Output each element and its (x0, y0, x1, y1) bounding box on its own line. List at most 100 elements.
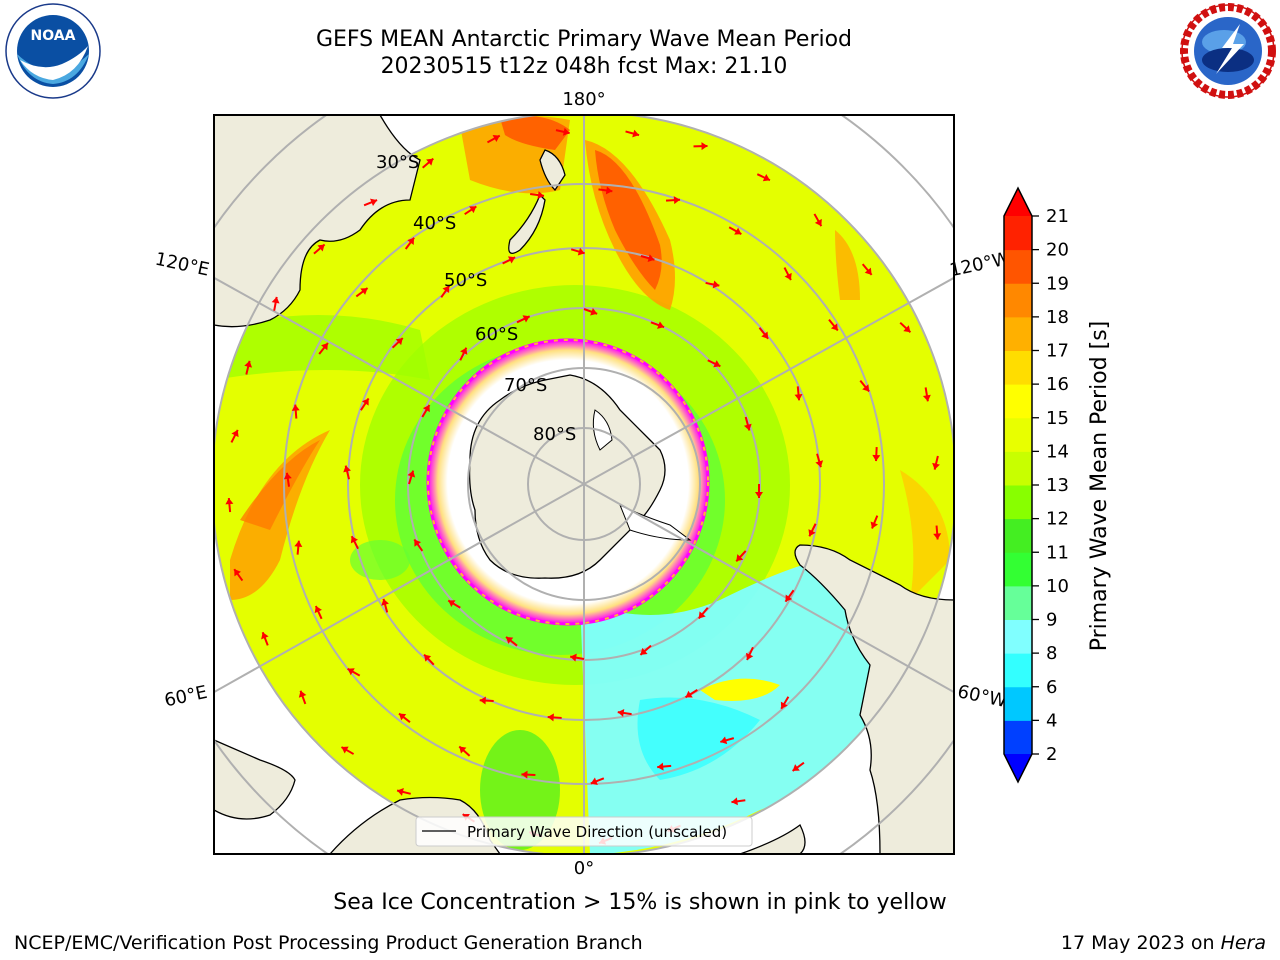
wave-arrow-head (736, 554, 744, 562)
wave-arrow-head (590, 777, 598, 785)
map-frame (213, 114, 955, 855)
colorbar-segment (1004, 316, 1032, 351)
footer-date: 17 May 2023 on Hera (1061, 932, 1266, 954)
chart-title: GEFS MEAN Antarctic Primary Wave Mean Pe… (315, 27, 853, 52)
noaa-logo-text: NOAA (31, 28, 76, 44)
colorbar-segment (1004, 417, 1032, 452)
wave-arrow-head (745, 652, 754, 661)
wave-arrow-head (761, 331, 769, 339)
wave-arrow-head (814, 218, 822, 227)
colorbar-extend-high (1004, 188, 1032, 216)
wave-arrow-head (492, 135, 500, 143)
wave-arrow-head (762, 174, 770, 182)
colorbar-segment (1004, 384, 1032, 419)
wave-arrow-head (314, 606, 322, 614)
colorbar-tick-label: 12 (1046, 509, 1069, 530)
lat-label-70s: 70°S (504, 375, 547, 396)
footer-host: Hera (1220, 932, 1266, 954)
wave-arrow-head (459, 746, 467, 754)
wave-arrow-head (361, 398, 369, 406)
wave-arrow-head (870, 521, 878, 529)
wave-arrow-head (234, 569, 241, 577)
wave-arrow-head (792, 764, 800, 771)
chart-subtitle: 20230515 t12z 048h fcst Max: 21.10 (380, 54, 788, 79)
wave-arrow-head (294, 540, 303, 548)
wave-arrow-head (647, 254, 655, 263)
wave-arrow-head (785, 594, 793, 602)
wave-arrow-head (933, 533, 942, 540)
lat-label-60s: 60°S (475, 324, 518, 345)
wave-arrow-head (815, 460, 824, 468)
colorbar-segment (1004, 619, 1032, 654)
wave-arrow-head (347, 668, 355, 676)
colorbar-segment (1004, 451, 1032, 486)
wave-arrow-head (872, 454, 881, 462)
wave-arrow-head (271, 296, 280, 304)
lat-label-40s: 40°S (413, 213, 456, 234)
colorbar-tick-label: 13 (1046, 475, 1069, 496)
wave-arrow-head (864, 267, 872, 275)
wave-arrow-head (397, 788, 404, 796)
wave-arrow-head (414, 539, 422, 547)
wave-arrow-head (547, 713, 554, 722)
colorbar-segment (1004, 350, 1032, 385)
colorbar-tick-label: 20 (1046, 240, 1069, 261)
colorbar-tick-label: 15 (1046, 408, 1069, 429)
colorbar-tick-label: 8 (1046, 643, 1057, 664)
wave-arrow-head (507, 256, 516, 264)
wave-arrow-head (448, 600, 456, 608)
colorbar-tick-label: 4 (1046, 710, 1057, 731)
colorbar-tick-label: 18 (1046, 307, 1069, 328)
wave-arrow-head (370, 198, 378, 207)
colorbar-tick-label: 6 (1046, 677, 1057, 698)
wave-arrow-head (298, 690, 307, 698)
lon-label-180: 180° (562, 89, 605, 110)
lon-label-120w: 120°W (948, 248, 1012, 281)
lon-label-60e: 60°E (163, 682, 210, 712)
noaa-logo-icon: NOAA (5, 3, 101, 99)
wave-arrow-head (657, 762, 664, 771)
wave-arrow-head (685, 690, 693, 698)
wave-arrow-head (562, 127, 570, 136)
wave-arrow-head (261, 632, 269, 640)
wave-arrow-head (537, 191, 545, 200)
colorbar-extend-low (1004, 754, 1032, 782)
wave-arrow-head (922, 394, 931, 402)
wave-arrow-head (903, 325, 911, 333)
wave-arrow-head (506, 636, 514, 644)
colorbar-tick-label: 9 (1046, 610, 1057, 631)
colorbar-segment (1004, 585, 1032, 620)
wave-arrow-head (422, 404, 430, 413)
wave-arrow-head (657, 321, 665, 329)
wave-arrow-head (317, 244, 325, 252)
colorbar-tick-label: 2 (1046, 744, 1057, 765)
colorbar-segment (1004, 485, 1032, 520)
wave-arrow-head (225, 498, 234, 505)
sea-ice-caption: Sea Ice Concentration > 15% is shown in … (333, 890, 947, 915)
wave-arrow-head (794, 393, 803, 401)
wave-arrow-head (698, 611, 706, 619)
wave-arrow-head (407, 470, 416, 478)
wave-arrow-head (479, 696, 486, 705)
colorbar-segment (1004, 686, 1032, 721)
wave-arrow-head (469, 206, 477, 214)
colorbar-tick-label: 11 (1046, 542, 1069, 563)
wave-arrow-head (343, 465, 352, 473)
wave-arrow-head (590, 307, 598, 316)
wave-arrow-head (395, 338, 403, 346)
wave-arrow-head (673, 196, 681, 205)
wave-arrow-head (780, 701, 788, 709)
wave-arrow-head (426, 158, 434, 166)
map-legend: Primary Wave Direction (unscaled) (415, 816, 753, 847)
wave-arrow-head (713, 360, 721, 368)
colorbar-segment (1004, 653, 1032, 688)
wave-arrow-head (932, 462, 940, 470)
antarctica (468, 374, 666, 579)
wave-arrow-head (701, 142, 708, 151)
footer-credit: NCEP/EMC/Verification Post Processing Pr… (14, 932, 643, 954)
graticule (214, 115, 954, 854)
wave-arrow-head (442, 285, 450, 294)
lat-label-50s: 50°S (444, 270, 487, 291)
land-masses (214, 115, 954, 854)
